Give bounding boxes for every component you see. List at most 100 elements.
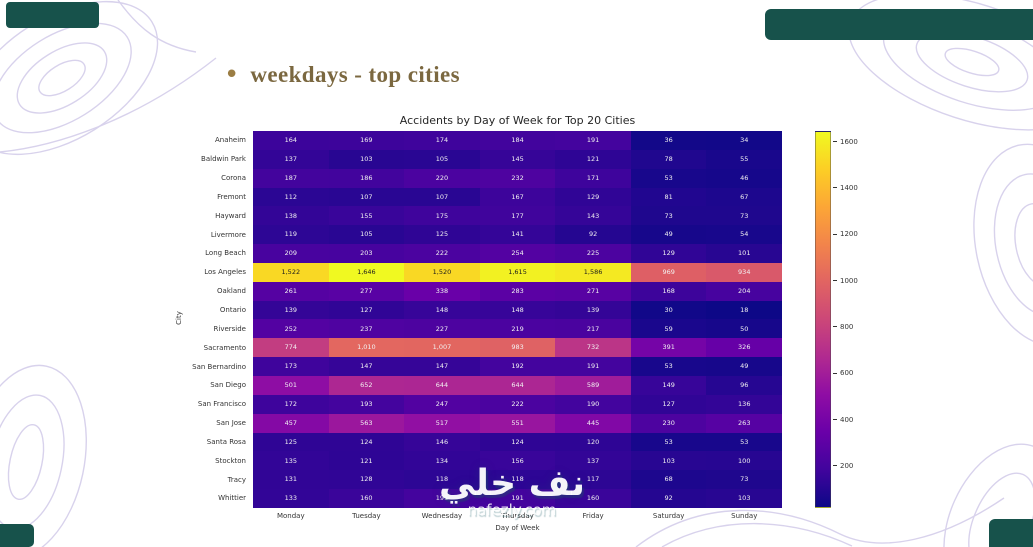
x-tick-label: Friday — [582, 512, 604, 520]
heatmap-cell: 225 — [555, 244, 631, 263]
heatmap-cell: 172 — [253, 394, 329, 414]
x-tick-label: Sunday — [731, 512, 758, 520]
y-tick-label: San Francisco — [197, 400, 246, 409]
heatmap-cell: 121 — [555, 149, 631, 169]
heatmap-cell: 155 — [328, 206, 405, 226]
heatmap-cell: 774 — [253, 338, 329, 358]
y-tick-label: Hayward — [215, 211, 246, 220]
heatmap-cell: 30 — [630, 300, 707, 320]
heatmap-cell: 732 — [555, 338, 631, 358]
heatmap-cell: 146 — [404, 432, 480, 452]
heatmap-cell: 174 — [404, 131, 480, 150]
heatmap-cell: 445 — [555, 413, 631, 433]
heatmap-row: Riverside 252 237 227 219 217 59 50 — [170, 319, 783, 339]
bullet-icon: • — [224, 60, 240, 90]
heatmap-cell: 644 — [404, 375, 480, 395]
heatmap-cell: 103 — [328, 149, 405, 169]
y-tick-label: Tracy — [227, 475, 246, 484]
heatmap-cell: 1,522 — [253, 262, 329, 282]
heatmap-cell: 129 — [630, 244, 707, 263]
heatmap-cell: 54 — [706, 225, 783, 245]
heatmap-cell: 517 — [404, 413, 480, 433]
heatmap-cell: 81 — [630, 187, 707, 207]
heatmap-cell: 1,586 — [555, 262, 631, 282]
heatmap-cell: 137 — [253, 149, 329, 169]
heatmap-cell: 222 — [404, 244, 480, 263]
heatmap-cell: 141 — [479, 225, 556, 245]
heatmap-cell: 67 — [706, 187, 783, 207]
heatmap-cell: 59 — [630, 319, 707, 339]
chart-title: Accidents by Day of Week for Top 20 Citi… — [399, 114, 636, 127]
heatmap-cell: 105 — [328, 225, 405, 245]
heatmap-row: Livermore 119 105 125 141 92 49 54 — [170, 225, 783, 245]
y-tick-label: Baldwin Park — [201, 155, 246, 164]
heatmap-cell: 1,520 — [404, 262, 480, 282]
corner-block-top-left — [6, 2, 99, 28]
heatmap-row: Fremont 112 107 107 167 129 81 67 — [170, 187, 783, 207]
heatmap-cell: 184 — [479, 131, 556, 150]
heatmap-row: Ontario 139 127 148 148 139 30 18 — [170, 300, 783, 320]
heatmap-row: Stockton 135 121 134 156 137 103 100 — [170, 451, 783, 471]
heatmap-cell: 125 — [253, 432, 329, 452]
heatmap-row: Whittier 133 160 191 191 160 92 103 — [170, 489, 783, 508]
heatmap-cell: 168 — [630, 281, 707, 301]
heatmap-cell: 101 — [706, 244, 783, 263]
heatmap-cell: 128 — [328, 470, 405, 490]
corner-block-bottom-right — [989, 519, 1033, 547]
colorbar-ticks: 200 400 600 800 1000 1200 1400 1600 — [833, 131, 878, 508]
heatmap-cell: 53 — [630, 357, 707, 376]
heatmap-cell: 53 — [706, 432, 783, 452]
heatmap-cell: 103 — [630, 451, 707, 471]
heatmap-cell: 92 — [555, 225, 631, 245]
heatmap-cell: 53 — [630, 432, 707, 452]
heatmap-cell: 149 — [630, 375, 707, 395]
heatmap-cell: 983 — [479, 338, 556, 358]
heatmap-cell: 1,007 — [404, 338, 480, 358]
heatmap-cell: 136 — [706, 394, 783, 414]
y-tick-label: Santa Rosa — [206, 437, 246, 446]
heatmap-cell: 119 — [253, 225, 329, 245]
heatmap-cell: 169 — [328, 131, 405, 150]
y-tick-label: Fremont — [217, 192, 246, 201]
y-tick-label: San Diego — [210, 381, 246, 390]
heatmap-cell: 1,646 — [328, 262, 405, 282]
corner-block-bottom-left — [0, 524, 34, 547]
heatmap-cell: 121 — [328, 451, 405, 471]
heatmap-cell: 124 — [328, 432, 405, 452]
heatmap-row: Corona 187 186 220 232 171 53 46 — [170, 168, 783, 188]
heatmap-cell: 175 — [404, 206, 480, 226]
colorbar-tick: 1400 — [833, 184, 858, 192]
heatmap-cell: 96 — [706, 375, 783, 395]
heatmap-cell: 36 — [630, 131, 707, 150]
heatmap-cell: 191 — [555, 131, 631, 150]
heatmap-cell: 283 — [479, 281, 556, 301]
heatmap-cell: 247 — [404, 394, 480, 414]
heatmap-cell: 457 — [253, 413, 329, 433]
heatmap-cell: 68 — [630, 470, 707, 490]
heatmap-cell: 167 — [479, 187, 556, 207]
heatmap-cell: 120 — [555, 432, 631, 452]
heatmap-cell: 100 — [706, 451, 783, 471]
heatmap-cell: 191 — [479, 489, 556, 508]
heatmap-row: Anaheim 164 169 174 184 191 36 34 — [170, 131, 783, 150]
slide-heading: • weekdays - top cities — [224, 62, 460, 88]
heatmap-cell: 50 — [706, 319, 783, 339]
heatmap-row: Hayward 138 155 175 177 143 73 73 — [170, 206, 783, 226]
heatmap-cell: 203 — [328, 244, 405, 263]
heatmap-cell: 107 — [404, 187, 480, 207]
heatmap-cell: 147 — [328, 357, 405, 376]
heatmap-cell: 138 — [253, 206, 329, 226]
heatmap-cell: 644 — [479, 375, 556, 395]
y-tick-label: Corona — [221, 174, 246, 183]
y-tick-label: Whittier — [218, 494, 246, 503]
heatmap-cell: 133 — [253, 489, 329, 508]
heatmap-cell: 193 — [328, 394, 405, 414]
x-tick-label: Thursday — [501, 512, 534, 520]
y-tick-label: Oakland — [217, 287, 246, 296]
heatmap-cell: 46 — [706, 168, 783, 188]
heatmap-cell: 186 — [328, 168, 405, 188]
heatmap-row: San Francisco 172 193 247 222 190 127 136 — [170, 394, 783, 414]
heatmap-cell: 49 — [630, 225, 707, 245]
colorbar-tick: 1200 — [833, 230, 858, 238]
